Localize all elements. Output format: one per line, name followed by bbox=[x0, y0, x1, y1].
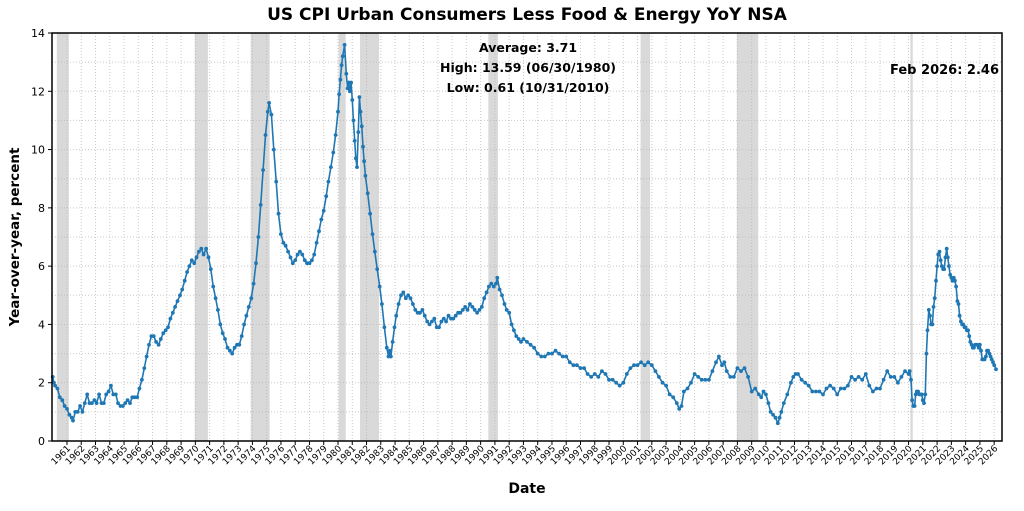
y-axis-label: Year-over-year, percent bbox=[7, 147, 23, 327]
x-axis-label: Date bbox=[508, 481, 546, 497]
stats-average: Average: 3.71 bbox=[478, 40, 578, 55]
y-tick-labels: 0 2 4 6 8 10 12 14 bbox=[31, 27, 45, 448]
chart-title: US CPI Urban Consumers Less Food & Energ… bbox=[267, 5, 787, 25]
y-tick-label: 10 bbox=[31, 144, 45, 157]
recession-band bbox=[56, 33, 69, 441]
stats-annotation: Average: 3.71 High: 13.59 (06/30/1980) L… bbox=[440, 38, 616, 98]
stats-low: Low: 0.61 (10/31/2010) bbox=[446, 80, 610, 95]
recession-band bbox=[910, 33, 913, 441]
y-tick-label: 2 bbox=[38, 377, 45, 390]
cpi-line-markers bbox=[50, 43, 998, 426]
latest-value-annotation: Feb 2026: 2.46 bbox=[890, 63, 999, 78]
y-tick-label: 8 bbox=[38, 202, 45, 215]
cpi-line-path bbox=[51, 44, 997, 424]
stats-high: High: 13.59 (06/30/1980) bbox=[440, 60, 616, 75]
y-tick-label: 14 bbox=[31, 27, 45, 40]
recession-band bbox=[736, 33, 759, 441]
y-tick-label: 0 bbox=[38, 435, 45, 448]
x-tick-labels: 1961196219631964196519661967196819691970… bbox=[50, 444, 1001, 467]
y-tick-label: 12 bbox=[31, 85, 45, 98]
recession-band bbox=[338, 33, 346, 441]
recession-band bbox=[640, 33, 651, 441]
recession-band bbox=[488, 33, 498, 441]
recession-band bbox=[194, 33, 208, 441]
y-tick-label: 6 bbox=[38, 260, 45, 273]
plot-border bbox=[51, 32, 1003, 442]
recession-band bbox=[359, 33, 380, 441]
y-tick-label: 4 bbox=[38, 318, 45, 331]
